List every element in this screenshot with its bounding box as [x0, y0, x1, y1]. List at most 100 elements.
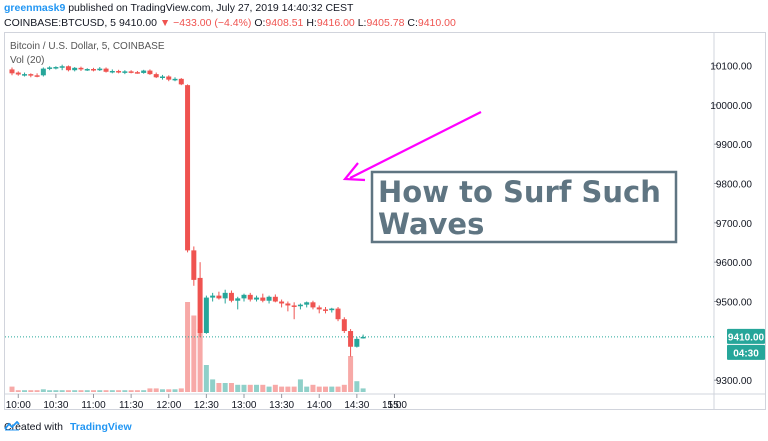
open-label: O: [254, 17, 266, 29]
candle-body [272, 296, 278, 302]
volume-bar [329, 386, 335, 392]
candle-body [65, 66, 71, 71]
volume-bar [316, 386, 322, 392]
candle-body [166, 76, 172, 80]
candle-body [316, 307, 322, 310]
y-tick-label: 9900.00 [716, 140, 753, 151]
volume-bar [197, 329, 203, 392]
candle-body [354, 338, 360, 347]
volume-bar [28, 390, 34, 392]
candlestick-chart[interactable]: 10100.00 10000.00 9900.00 9800.00 9700.00 960… [0, 32, 768, 417]
candle-body [178, 78, 184, 85]
candle-body [197, 277, 203, 333]
candle-body [266, 296, 272, 301]
candle-body [279, 301, 285, 304]
high-value: 9416.00 [316, 17, 355, 29]
high-label: H: [306, 17, 317, 29]
volume-bar [341, 384, 347, 392]
candle-body [228, 292, 234, 301]
candle-body [297, 304, 303, 307]
volume-bar [116, 390, 122, 392]
candle-body [335, 308, 341, 320]
publish-header: greenmask9 published on TradingView.com,… [0, 0, 768, 32]
volume-bar [185, 302, 191, 392]
y-tick-label: 9600.00 [716, 258, 753, 269]
candle-body [34, 75, 40, 77]
candle-body [172, 78, 178, 81]
volume-bar [279, 386, 285, 392]
volume-bar [260, 384, 266, 392]
candle-body [222, 292, 228, 299]
volume-bar [203, 365, 209, 392]
volume-bar [166, 389, 172, 392]
volume-bar [72, 390, 78, 392]
tradingview-brand[interactable]: TradingView [69, 421, 132, 433]
volume-bar [323, 386, 328, 392]
candle-body [153, 74, 159, 78]
volume-bar [222, 383, 228, 392]
chart-area[interactable]: 10100.00 10000.00 9900.00 9800.00 9700.00 960… [0, 32, 768, 417]
candle-body [254, 297, 260, 300]
volume-bar [348, 356, 354, 392]
volume-bar [65, 390, 71, 392]
volume-bar [285, 386, 291, 392]
candle-body [210, 295, 216, 298]
volume-bar [128, 390, 134, 392]
candle-body [203, 297, 209, 333]
x-tick-label: 12:00 [156, 400, 181, 411]
x-tick-label: 13:00 [231, 400, 256, 411]
candle-body [141, 70, 147, 73]
candle-body [291, 305, 297, 307]
chart-legend: Bitcoin / U.S. Dollar, 5, COINBASE Vol (… [10, 40, 165, 68]
annotation-text-line2: Waves [378, 207, 484, 241]
candle-body [216, 295, 222, 299]
candle-body [285, 303, 291, 306]
last-price: 9410.00 [118, 17, 157, 29]
candle-body [15, 72, 21, 75]
candle-body [103, 68, 109, 72]
x-tick-label: 15: [388, 400, 402, 411]
volume-bar [97, 390, 103, 392]
symbol-label: COINBASE:BTCUSD, 5 [4, 17, 117, 29]
candle-body [97, 68, 103, 71]
volume-bar [235, 384, 241, 392]
volume-bar [59, 390, 65, 392]
candle-body [91, 69, 97, 71]
volume-bar [84, 390, 90, 392]
close-value: 9410.00 [417, 17, 456, 29]
close-label: C: [407, 17, 418, 29]
candle-body [310, 302, 316, 308]
volume-bar [53, 390, 59, 392]
y-tick-label: 9800.00 [716, 179, 753, 190]
volume-bar [9, 386, 15, 392]
volume-bar [15, 390, 21, 392]
author-link[interactable]: greenmask9 [4, 2, 66, 14]
countdown-tag-label: 04:30 [733, 348, 759, 359]
symbol-quote-line: COINBASE:BTCUSD, 5 9410.00 ▼ −433.00 (−4… [4, 17, 456, 29]
current-price-tag-label: 9410.00 [728, 332, 765, 343]
volume-bar [191, 315, 197, 392]
volume-bar [247, 384, 253, 392]
volume-bar [228, 383, 234, 392]
volume-bar [91, 390, 97, 392]
y-tick-label: 10100.00 [710, 61, 752, 72]
x-tick-label: 14:00 [307, 400, 332, 411]
candle-body [72, 67, 78, 71]
volume-bar [304, 386, 310, 392]
volume-bar [216, 383, 222, 392]
volume-bar [241, 384, 247, 392]
volume-bar [109, 390, 115, 392]
volume-bar [141, 390, 147, 392]
candle-body [348, 331, 354, 347]
instrument-label: Bitcoin / U.S. Dollar, 5, COINBASE [10, 41, 165, 52]
volume-bar [172, 389, 178, 392]
candle-body [159, 76, 165, 78]
countdown-tag [727, 344, 765, 360]
candle-body [59, 66, 65, 68]
open-value: 9408.51 [265, 17, 304, 29]
candle-body [134, 72, 140, 74]
chart-frame [4, 32, 766, 410]
volume-bar [134, 390, 140, 392]
volume-bar [34, 390, 40, 392]
candle-body [247, 294, 253, 300]
